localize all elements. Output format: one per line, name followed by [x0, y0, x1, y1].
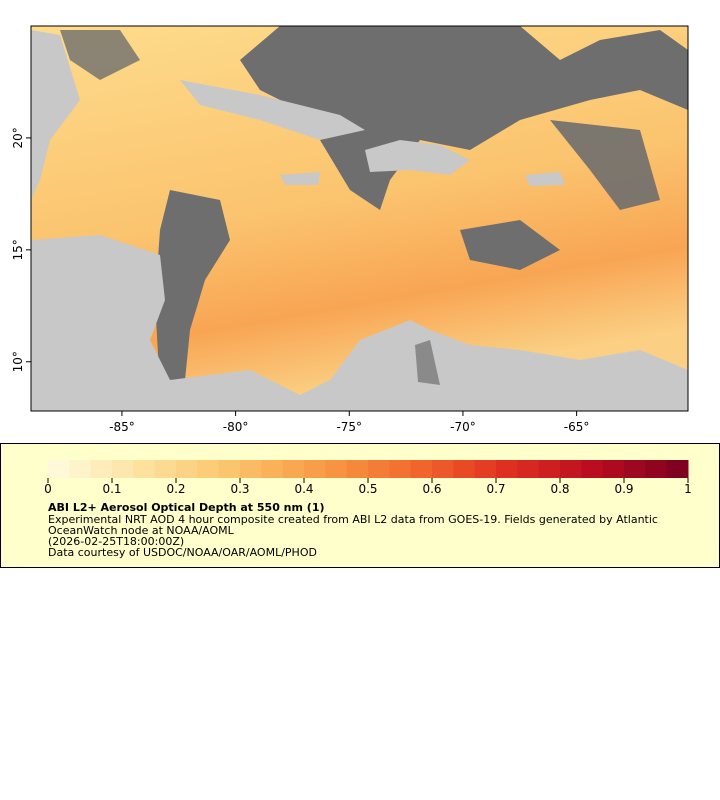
colorbar-tick-label: 0.6: [422, 482, 441, 496]
colorbar-tick-label: 0.4: [294, 482, 313, 496]
colorbar-swatch: [560, 460, 582, 478]
legend-line: OceanWatch node at NOAA/AOML: [48, 524, 235, 537]
colorbar-swatch: [218, 460, 241, 478]
colorbar-swatch: [176, 460, 198, 478]
colorbar-swatch: [538, 460, 561, 478]
colorbar-swatch: [48, 460, 70, 478]
colorbar-tick-label: 0.2: [166, 482, 185, 496]
colorbar-swatch: [346, 460, 369, 478]
colorbar-swatch: [325, 460, 348, 478]
colorbar-swatch: [69, 460, 92, 478]
colorbar-swatch: [474, 460, 497, 478]
x-tick-label: -85°: [109, 420, 135, 434]
colorbar-swatch: [602, 460, 625, 478]
colorbar-swatch: [240, 460, 262, 478]
colorbar-swatch: [368, 460, 390, 478]
colorbar-tick-label: 0.3: [230, 482, 249, 496]
colorbar-swatch: [197, 460, 220, 478]
legend-line: Data courtesy of USDOC/NOAA/OAR/AOML/PHO…: [48, 546, 317, 559]
y-tick-label: 20°: [11, 127, 25, 148]
colorbar-tick-label: 0: [44, 482, 52, 496]
colorbar-swatch: [389, 460, 412, 478]
colorbar-swatch: [112, 460, 134, 478]
colorbar-swatch: [133, 460, 156, 478]
x-tick-label: -65°: [564, 420, 590, 434]
x-tick-label: -75°: [336, 420, 362, 434]
legend-line: (2026-02-25T18:00:00Z): [48, 535, 184, 548]
colorbar-swatch: [517, 460, 540, 478]
colorbar-swatch: [496, 460, 518, 478]
y-tick-label: 10°: [11, 351, 25, 372]
colorbar-tick-label: 0.5: [358, 482, 377, 496]
colorbar-swatch: [282, 460, 305, 478]
legend-line: Experimental NRT AOD 4 hour composite cr…: [48, 513, 658, 526]
colorbar-swatch: [581, 460, 604, 478]
x-tick-label: -70°: [450, 420, 476, 434]
x-tick-label: -80°: [223, 420, 249, 434]
colorbar-swatch: [453, 460, 476, 478]
colorbar-tick-label: 0.8: [550, 482, 569, 496]
colorbar-swatch: [410, 460, 433, 478]
colorbar-tick-label: 0.7: [486, 482, 505, 496]
colorbar-swatch: [154, 460, 177, 478]
colorbar-swatch: [261, 460, 284, 478]
colorbar-tick-label: 0.9: [614, 482, 633, 496]
map-frame: [30, 25, 689, 412]
colorbar-swatch: [432, 460, 454, 478]
colorbar-tick-label: 0.1: [102, 482, 121, 496]
y-tick-label: 15°: [11, 239, 25, 260]
map-image: [31, 26, 688, 411]
legend-title: ABI L2+ Aerosol Optical Depth at 550 nm …: [48, 501, 325, 514]
colorbar-tick-label: 1: [684, 482, 692, 496]
colorbar-swatch: [666, 460, 689, 478]
colorbar-swatch: [304, 460, 326, 478]
colorbar-swatch: [645, 460, 668, 478]
colorbar-swatch: [90, 460, 113, 478]
colorbar-swatch: [624, 460, 646, 478]
